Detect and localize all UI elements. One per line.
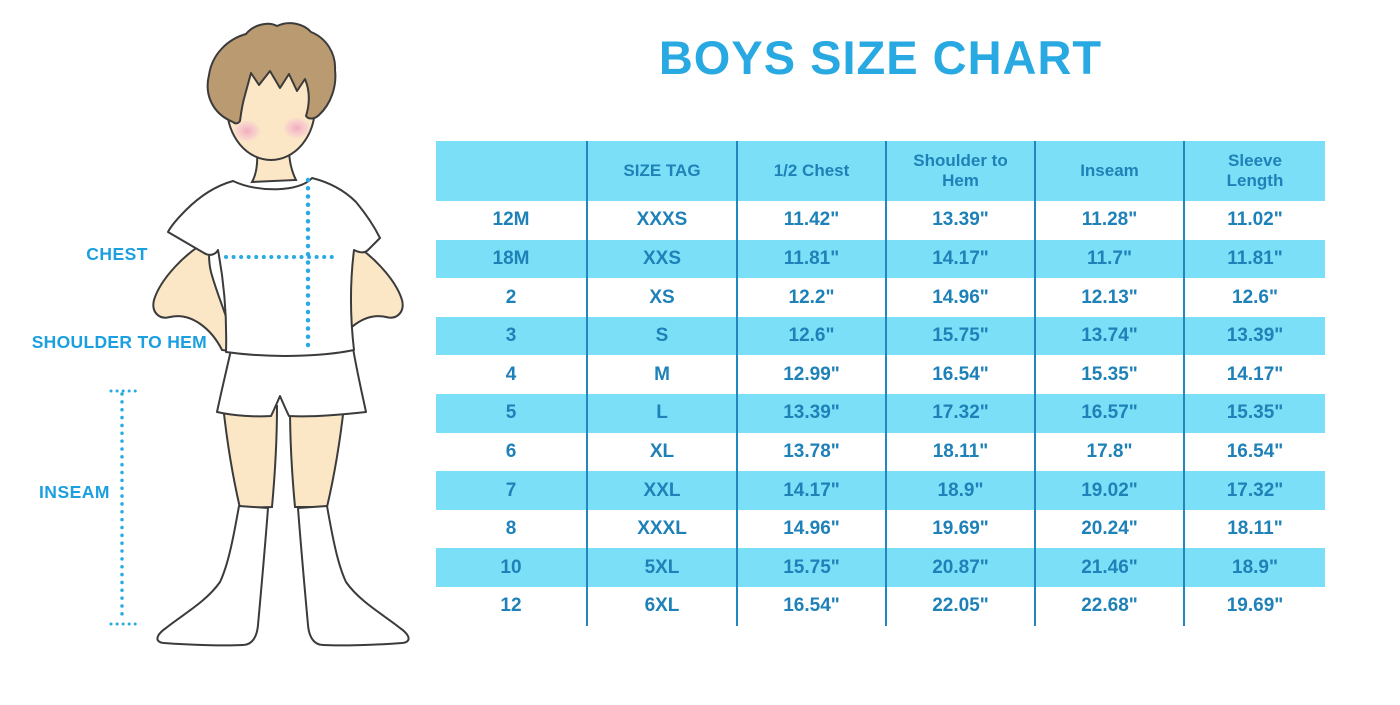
measurement-cell: XXL — [586, 471, 736, 510]
measurement-cell: 13.78" — [736, 432, 885, 472]
measurement-cell: 18.9" — [885, 471, 1034, 510]
measurement-cell: 11.7" — [1034, 239, 1183, 279]
shoulder-to-hem-label: SHOULDER TO HEM — [32, 332, 207, 352]
measurement-cell: L — [586, 393, 736, 433]
boy-shorts — [216, 347, 367, 418]
measurement-cell: XXXS — [586, 201, 736, 240]
measurement-cell: 17.8" — [1034, 432, 1183, 472]
measurement-cell: 13.39" — [1183, 316, 1325, 356]
row-size-cell: 8 — [505, 518, 517, 540]
boy-cheek-left — [233, 120, 261, 142]
measurement-cell: 14.17" — [736, 471, 885, 510]
boy-leg-right — [288, 404, 346, 508]
measurement-cell: 15.75" — [885, 316, 1034, 356]
measurement-cell: 17.32" — [885, 393, 1034, 433]
column-header-3: Shoulder to Hem — [885, 141, 1034, 201]
measurement-cell: 17.32" — [1183, 471, 1325, 510]
measurement-cell: 16.54" — [885, 355, 1034, 394]
measurement-cell: 12.99" — [736, 355, 885, 394]
measurement-cell: M — [586, 355, 736, 394]
measurement-cell: 16.57" — [1034, 393, 1183, 433]
row-size-cell: 18M — [436, 239, 586, 279]
page-title: BOYS SIZE CHART — [658, 31, 1103, 84]
figure-panel: CHEST SHOULDER TO HEM INSEAM — [0, 0, 440, 700]
row-size-cell: 2 — [505, 286, 517, 308]
measurement-cell: 14.96" — [736, 509, 885, 549]
measurement-cell: 19.69" — [885, 509, 1034, 549]
measurement-cell: 12.6" — [736, 316, 885, 356]
measurement-cell: 13.39" — [736, 393, 885, 433]
row-size-cell: 3 — [436, 316, 586, 356]
measurement-cell: 14.17" — [885, 239, 1034, 279]
row-size-cell: 7 — [436, 471, 586, 510]
measurement-cell: 5XL — [586, 548, 736, 587]
column-header-5: Sleeve Length — [1183, 141, 1325, 201]
column-header-1: SIZE TAG — [586, 141, 736, 201]
boy-measurement-figure: CHEST SHOULDER TO HEM INSEAM — [32, 22, 410, 647]
row-size-cell: 5 — [436, 393, 586, 433]
measurement-cell: 14.17" — [1183, 355, 1325, 394]
row-size-cell: 4 — [505, 363, 517, 385]
measurement-cell: 21.46" — [1034, 548, 1183, 587]
measurement-cell: 12.2" — [736, 278, 885, 317]
measurement-cell: 22.05" — [885, 586, 1034, 626]
measurement-cell: 18.11" — [885, 432, 1034, 472]
boys-size-table: SIZE TAG 1/2 Chest Shoulder to Hem Inseam Sl… — [436, 141, 1325, 626]
row-size-cell: 10 — [436, 548, 586, 587]
measurement-cell: 20.87" — [885, 548, 1034, 587]
measurement-cell: 12.13" — [1034, 278, 1183, 317]
measurement-cell: 18.11" — [1183, 509, 1325, 549]
measurement-cell: 18.9" — [1183, 548, 1325, 587]
measurement-cell: 13.39" — [885, 201, 1034, 240]
measurement-cell: XL — [586, 432, 736, 472]
measurement-cell: 19.69" — [1183, 586, 1325, 626]
measurement-cell: 11.81" — [736, 239, 885, 279]
measurement-cell: 14.96" — [885, 278, 1034, 317]
column-header-4: Inseam — [1034, 141, 1183, 201]
chest-label: CHEST — [86, 244, 148, 264]
boy-arm-left — [152, 238, 238, 354]
measurement-cell: XXS — [586, 239, 736, 279]
row-size-cell: 12M — [492, 209, 530, 231]
measurement-cell: 15.75" — [736, 548, 885, 587]
measurement-cell: 16.54" — [736, 586, 885, 626]
measurement-cell: 13.74" — [1034, 316, 1183, 356]
boy-cheek-right — [283, 117, 311, 139]
measurement-cell: 19.02" — [1034, 471, 1183, 510]
measurement-cell: 11.81" — [1183, 239, 1325, 279]
measurement-cell: 15.35" — [1034, 355, 1183, 394]
measurement-cell: 15.35" — [1183, 393, 1325, 433]
measurement-cell: 11.02" — [1183, 201, 1325, 240]
measurement-cell: 6XL — [586, 586, 736, 626]
measurement-cell: 20.24" — [1034, 509, 1183, 549]
boy-shirt — [167, 177, 381, 357]
boy-sock-right — [297, 505, 410, 647]
measurement-cell: XS — [586, 278, 736, 317]
measurement-cell: 12.6" — [1183, 278, 1325, 317]
measurement-cell: 22.68" — [1034, 586, 1183, 626]
row-size-cell: 6 — [505, 440, 517, 462]
row-size-cell: 12 — [500, 595, 522, 617]
inseam-label: INSEAM — [39, 482, 110, 502]
measurement-cell: 16.54" — [1183, 432, 1325, 472]
boy-hair — [206, 22, 337, 125]
measurement-cell: 11.42" — [736, 201, 885, 240]
column-header-size — [436, 141, 586, 201]
boy-sock-left — [156, 505, 269, 647]
measurement-cell: S — [586, 316, 736, 356]
column-header-2: 1/2 Chest — [736, 141, 885, 201]
measurement-cell: XXXL — [586, 509, 736, 549]
boy-leg-left — [221, 403, 279, 510]
measurement-cell: 11.28" — [1034, 201, 1183, 240]
